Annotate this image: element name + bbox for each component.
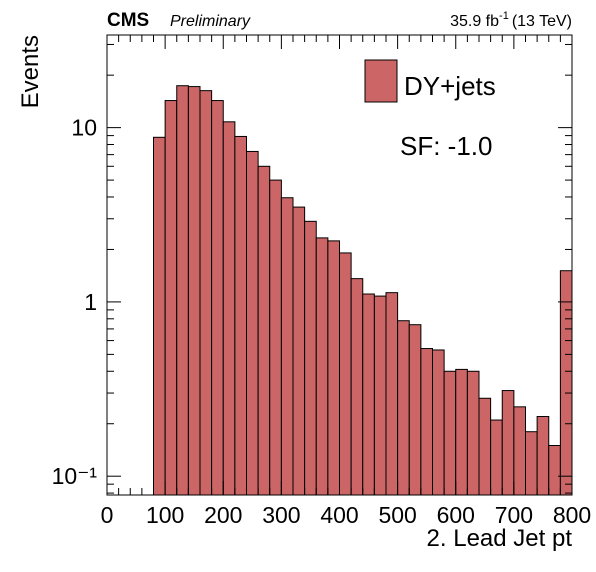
bar (234, 135, 247, 496)
lumi: 35.9 fb-1 (13 TeV) (450, 10, 572, 30)
x-tick-label: 700 (495, 502, 533, 528)
x-tick-label: 0 (101, 502, 114, 528)
bar (513, 406, 526, 496)
bar (501, 390, 515, 496)
bar (455, 368, 468, 496)
bar (443, 370, 457, 496)
experiment: CMS (107, 10, 149, 31)
bar (536, 416, 550, 496)
bar (490, 419, 503, 496)
bar (280, 197, 294, 496)
x-tick-label: 800 (553, 502, 591, 528)
bar (432, 349, 445, 496)
bar (559, 270, 573, 496)
bar (199, 90, 213, 496)
lumi-text: 35.9 fb (450, 13, 499, 30)
x-tick-label: 300 (262, 502, 300, 528)
bar (211, 100, 224, 496)
bar (164, 100, 178, 496)
annotation: SF: -1.0 (400, 131, 492, 161)
lumi-energy: (13 TeV) (512, 13, 572, 30)
bar (257, 165, 271, 496)
bar (339, 252, 352, 496)
y-tick-label: 10⁻¹ (52, 463, 98, 489)
bar (187, 86, 201, 496)
bar (269, 179, 282, 496)
bar (385, 292, 399, 496)
legend-swatch (364, 59, 398, 103)
bar (350, 278, 364, 496)
y-axis-label: Events (17, 35, 44, 108)
bar (408, 324, 422, 496)
x-tick-label: 100 (146, 502, 184, 528)
x-tick-label: 600 (437, 502, 475, 528)
bar (362, 293, 375, 496)
legend-label: DY+jets (404, 71, 496, 101)
bar (420, 348, 433, 496)
status: Preliminary (170, 13, 251, 30)
bar (327, 240, 340, 496)
bar (548, 445, 561, 496)
y-tick-label: 10 (71, 115, 97, 141)
bar (397, 320, 410, 496)
bar (466, 370, 480, 496)
bar (246, 150, 259, 496)
lumi-sup: -1 (499, 10, 509, 22)
x-axis-label: 2. Lead Jet pt (427, 525, 573, 552)
bar (222, 121, 236, 496)
bar (373, 295, 387, 496)
x-tick-label: 400 (320, 502, 358, 528)
bar (525, 431, 538, 496)
bar (176, 85, 189, 496)
x-tick-label: 500 (378, 502, 416, 528)
bar (304, 220, 317, 496)
bar (292, 206, 306, 496)
y-tick-label: 1 (84, 289, 97, 315)
x-tick-label: 200 (204, 502, 242, 528)
bar (478, 397, 492, 496)
bar (315, 237, 329, 496)
bar (153, 136, 166, 496)
